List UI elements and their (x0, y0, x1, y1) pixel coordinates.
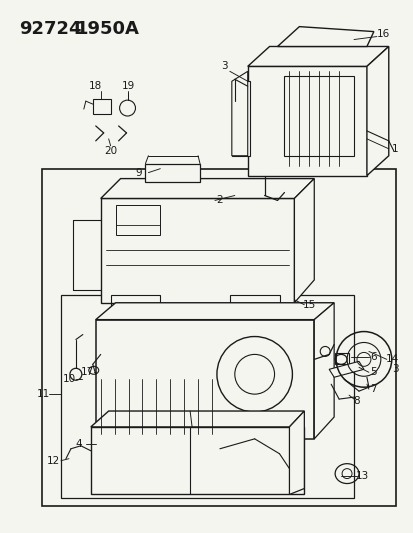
Bar (100, 198, 294, 303)
Text: 1: 1 (390, 144, 397, 154)
Text: 1950A: 1950A (76, 20, 140, 38)
Bar (231, 81, 249, 156)
Text: 20: 20 (104, 146, 117, 156)
Text: 16: 16 (376, 29, 389, 38)
Bar (115, 205, 160, 235)
Polygon shape (328, 361, 363, 377)
Polygon shape (289, 411, 304, 495)
Polygon shape (231, 71, 247, 156)
Bar (61, 295, 353, 498)
Bar (90, 427, 304, 495)
Polygon shape (294, 179, 313, 303)
Text: 13: 13 (354, 471, 368, 481)
Text: 14: 14 (385, 354, 399, 365)
Text: 6: 6 (370, 352, 376, 362)
Text: 11: 11 (36, 389, 50, 399)
Text: 15: 15 (302, 300, 315, 310)
Text: 18: 18 (89, 81, 102, 91)
Polygon shape (247, 46, 388, 66)
Polygon shape (90, 411, 304, 427)
Text: 8: 8 (353, 396, 359, 406)
Text: 92724: 92724 (19, 20, 82, 38)
Bar (95, 320, 313, 439)
Polygon shape (366, 46, 388, 175)
Polygon shape (95, 303, 333, 320)
Bar (284, 76, 353, 156)
Polygon shape (277, 27, 373, 46)
Text: 2: 2 (216, 196, 223, 205)
Bar (229, 295, 279, 306)
Text: 4: 4 (75, 439, 82, 449)
Text: 10: 10 (62, 374, 75, 384)
Text: 7: 7 (370, 384, 376, 394)
Bar (335, 353, 348, 365)
Bar (42, 168, 395, 506)
Text: 9: 9 (135, 168, 141, 177)
Text: 3: 3 (392, 365, 398, 374)
Text: 5: 5 (370, 367, 376, 377)
Text: 12: 12 (46, 456, 59, 466)
Bar (110, 295, 160, 306)
Polygon shape (100, 179, 313, 198)
Text: 19: 19 (121, 81, 135, 91)
Text: 3: 3 (221, 61, 228, 71)
Bar (93, 99, 110, 114)
Polygon shape (313, 303, 333, 439)
Bar (247, 66, 366, 175)
Text: 17: 17 (81, 367, 94, 377)
Bar (145, 164, 199, 182)
